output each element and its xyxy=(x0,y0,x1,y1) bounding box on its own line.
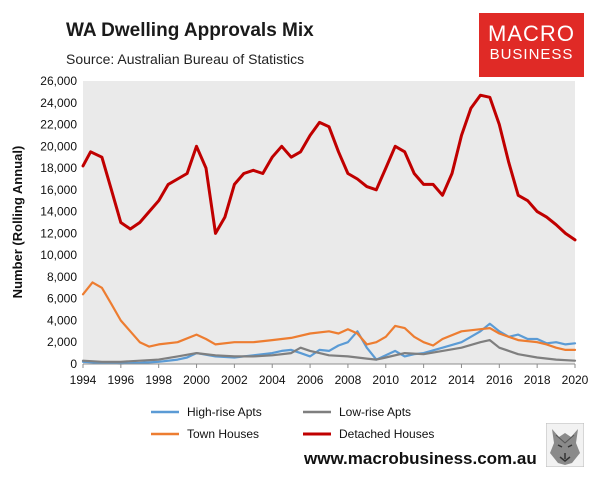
x-tick-label: 1996 xyxy=(107,373,134,387)
chart-title: WA Dwelling Approvals Mix xyxy=(66,20,314,41)
x-tick-label: 2000 xyxy=(183,373,210,387)
x-tick-label: 2002 xyxy=(221,373,248,387)
y-tick-label: 14,000 xyxy=(40,205,77,219)
series-line-low-rise-apts xyxy=(81,339,577,363)
y-tick-label: 2,000 xyxy=(47,335,77,349)
y-tick-label: 20,000 xyxy=(40,139,77,153)
series-line-detached-houses xyxy=(81,93,577,242)
y-tick-label: 12,000 xyxy=(40,226,77,240)
wolf-logo-icon xyxy=(546,423,584,467)
x-tick-label: 2012 xyxy=(410,373,437,387)
y-tick-label: 6,000 xyxy=(47,292,77,306)
x-tick-label: 2018 xyxy=(524,373,551,387)
series-line-town-houses xyxy=(81,281,577,351)
legend-label: High-rise Apts xyxy=(187,405,262,419)
x-tick-label: 2016 xyxy=(486,373,513,387)
y-axis-label: Number (Rolling Annual) xyxy=(10,146,25,299)
y-tick-label: 0 xyxy=(70,357,77,371)
legend: High-rise Apts Low-rise Apts Town Houses De… xyxy=(151,405,434,441)
legend-label: Detached Houses xyxy=(339,427,434,441)
plot-area xyxy=(83,81,575,364)
y-tick-label: 10,000 xyxy=(40,248,77,262)
y-tick-label: 4,000 xyxy=(47,313,77,327)
x-tick-label: 2004 xyxy=(259,373,286,387)
x-tick-label: 2008 xyxy=(335,373,362,387)
y-tick-label: 26,000 xyxy=(40,74,77,88)
x-tick-label: 2020 xyxy=(562,373,589,387)
logo-text-macro: MACRO xyxy=(488,21,575,46)
legend-label: Low-rise Apts xyxy=(339,405,411,419)
x-tick-label: 2010 xyxy=(372,373,399,387)
y-tick-label: 8,000 xyxy=(47,270,77,284)
series-lines xyxy=(81,93,577,365)
x-tick-label: 1994 xyxy=(70,373,97,387)
macrobusiness-logo: MACRO BUSINESS xyxy=(479,13,584,77)
chart-subtitle: Source: Australian Bureau of Statistics xyxy=(66,51,305,67)
x-tick-label: 2014 xyxy=(448,373,475,387)
legend-label: Town Houses xyxy=(187,427,259,441)
y-tick-label: 16,000 xyxy=(40,183,77,197)
x-tick-label: 1998 xyxy=(145,373,172,387)
logo-text-business: BUSINESS xyxy=(489,46,574,63)
y-axis: 0 2,000 4,000 6,000 8,000 10,000 12,000 14,000 1… xyxy=(40,74,77,371)
y-tick-label: 24,000 xyxy=(40,96,77,110)
x-axis: 1994 1996 1998 2000 2002 2004 2006 2008 2010 2012… xyxy=(70,364,589,387)
y-tick-label: 22,000 xyxy=(40,118,77,132)
footer-url: www.macrobusiness.com.au xyxy=(304,449,537,468)
x-tick-label: 2006 xyxy=(297,373,324,387)
y-tick-label: 18,000 xyxy=(40,161,77,175)
